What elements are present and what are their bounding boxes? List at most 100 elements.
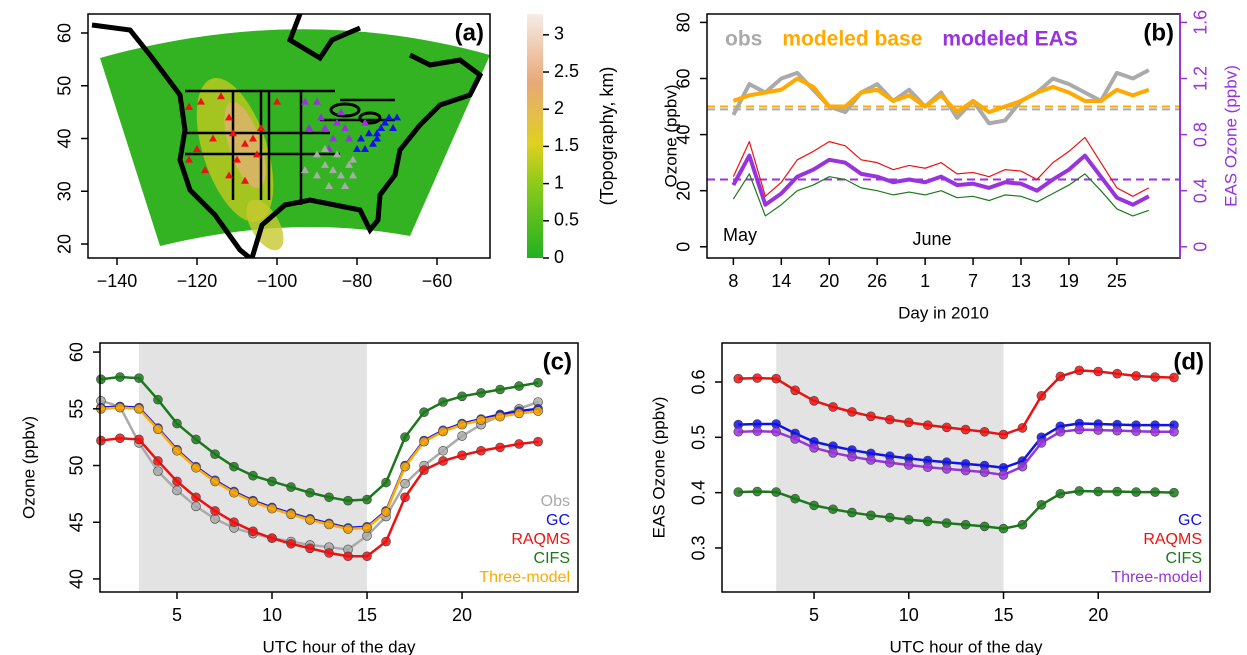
series-marker	[923, 421, 932, 430]
y-tick-label: 20	[55, 234, 75, 254]
series-marker	[306, 515, 315, 524]
series-marker	[1151, 373, 1160, 382]
series-marker	[248, 527, 257, 536]
series-marker	[847, 452, 856, 461]
series-marker	[1113, 369, 1122, 378]
series-marker	[772, 427, 781, 436]
series-marker	[401, 462, 410, 471]
x-tick-label: −120	[177, 271, 218, 291]
series-marker	[772, 374, 781, 383]
x-tick-label: 5	[809, 605, 819, 625]
series-marker	[496, 385, 505, 394]
y2-tick-label: 0.8	[1191, 122, 1211, 147]
series-marker	[1151, 488, 1160, 497]
series-marker	[115, 403, 124, 412]
colorbar-tick-label: 2.5	[554, 61, 579, 81]
series-marker	[458, 420, 467, 429]
series-marker	[999, 430, 1008, 439]
series-marker	[172, 419, 181, 428]
series-marker	[153, 395, 162, 404]
series-marker	[1018, 423, 1027, 432]
series-marker	[1094, 487, 1103, 496]
series-line	[733, 137, 1148, 196]
series-marker	[1113, 426, 1122, 435]
series-marker	[306, 544, 315, 553]
series-marker	[980, 427, 989, 436]
series-marker	[1132, 427, 1141, 436]
x-axis-label: UTC hour of the day	[889, 637, 1043, 655]
series-marker	[1094, 367, 1103, 376]
y-tick-label: 30	[55, 181, 75, 201]
series-marker	[344, 552, 353, 561]
figure: −140−120−100−80−60203040506000.511.522.5…	[0, 0, 1247, 655]
series-marker	[325, 548, 334, 557]
legend-entry: RAQMS	[511, 531, 570, 548]
legend-entry: Three-model	[1111, 569, 1202, 586]
series-marker	[1075, 425, 1084, 434]
annotation: June	[912, 229, 951, 249]
series-marker	[885, 513, 894, 522]
series-marker	[847, 407, 856, 416]
series-marker	[515, 382, 524, 391]
series-marker	[153, 425, 162, 434]
series-marker	[534, 378, 543, 387]
colorbar-tick-label: 3	[554, 24, 564, 44]
series-marker	[1151, 427, 1160, 436]
series-marker	[1170, 427, 1179, 436]
series-marker	[439, 397, 448, 406]
series-marker	[439, 456, 448, 465]
map-background	[92, 14, 490, 258]
x-tick-label: 19	[1059, 271, 1079, 291]
x-tick-label: 25	[1107, 271, 1127, 291]
series-marker	[866, 412, 875, 421]
y-tick-label: 60	[55, 23, 75, 43]
panel-label: (c)	[543, 348, 572, 375]
series-marker	[115, 434, 124, 443]
panel-label: (a)	[455, 19, 484, 46]
series-marker	[172, 486, 181, 495]
series-marker	[1037, 438, 1046, 447]
series-marker	[999, 470, 1008, 479]
x-tick-label: 14	[771, 271, 791, 291]
y-tick-label: 80	[674, 12, 694, 32]
y-tick-label: 60	[67, 342, 87, 362]
series-marker	[1075, 486, 1084, 495]
series-marker	[885, 458, 894, 467]
series-marker	[210, 506, 219, 515]
series-marker	[439, 446, 448, 455]
x-tick-label: −80	[342, 271, 373, 291]
series-marker	[829, 448, 838, 457]
series-marker	[942, 423, 951, 432]
series-marker	[1056, 489, 1065, 498]
legend-entry: RAQMS	[1143, 531, 1202, 548]
series-marker	[210, 450, 219, 459]
series-marker	[1037, 391, 1046, 400]
series-marker	[458, 392, 467, 401]
series-marker	[961, 466, 970, 475]
series-marker	[96, 375, 105, 384]
series-marker	[229, 462, 238, 471]
series-marker	[363, 523, 372, 532]
series-marker	[172, 446, 181, 455]
colorbar-tick-label: 0.5	[554, 210, 579, 230]
series-marker	[810, 501, 819, 510]
series-marker	[191, 435, 200, 444]
series-marker	[325, 520, 334, 529]
series-marker	[791, 386, 800, 395]
model-domain	[100, 29, 490, 246]
y2-tick-label: 1.6	[1191, 10, 1211, 35]
y-tick-label: 55	[67, 399, 87, 419]
y-tick-label: 0.6	[689, 369, 709, 394]
series-marker	[496, 412, 505, 421]
y-tick-label: 0	[674, 242, 694, 252]
series-marker	[923, 517, 932, 526]
legend-entry: GC	[546, 512, 570, 529]
series-marker	[287, 510, 296, 519]
series-marker	[382, 478, 391, 487]
series-marker	[229, 518, 238, 527]
series-marker	[191, 463, 200, 472]
series-marker	[401, 493, 410, 502]
panel-label: (d)	[1173, 348, 1204, 375]
series-marker	[866, 511, 875, 520]
series-marker	[1037, 500, 1046, 509]
